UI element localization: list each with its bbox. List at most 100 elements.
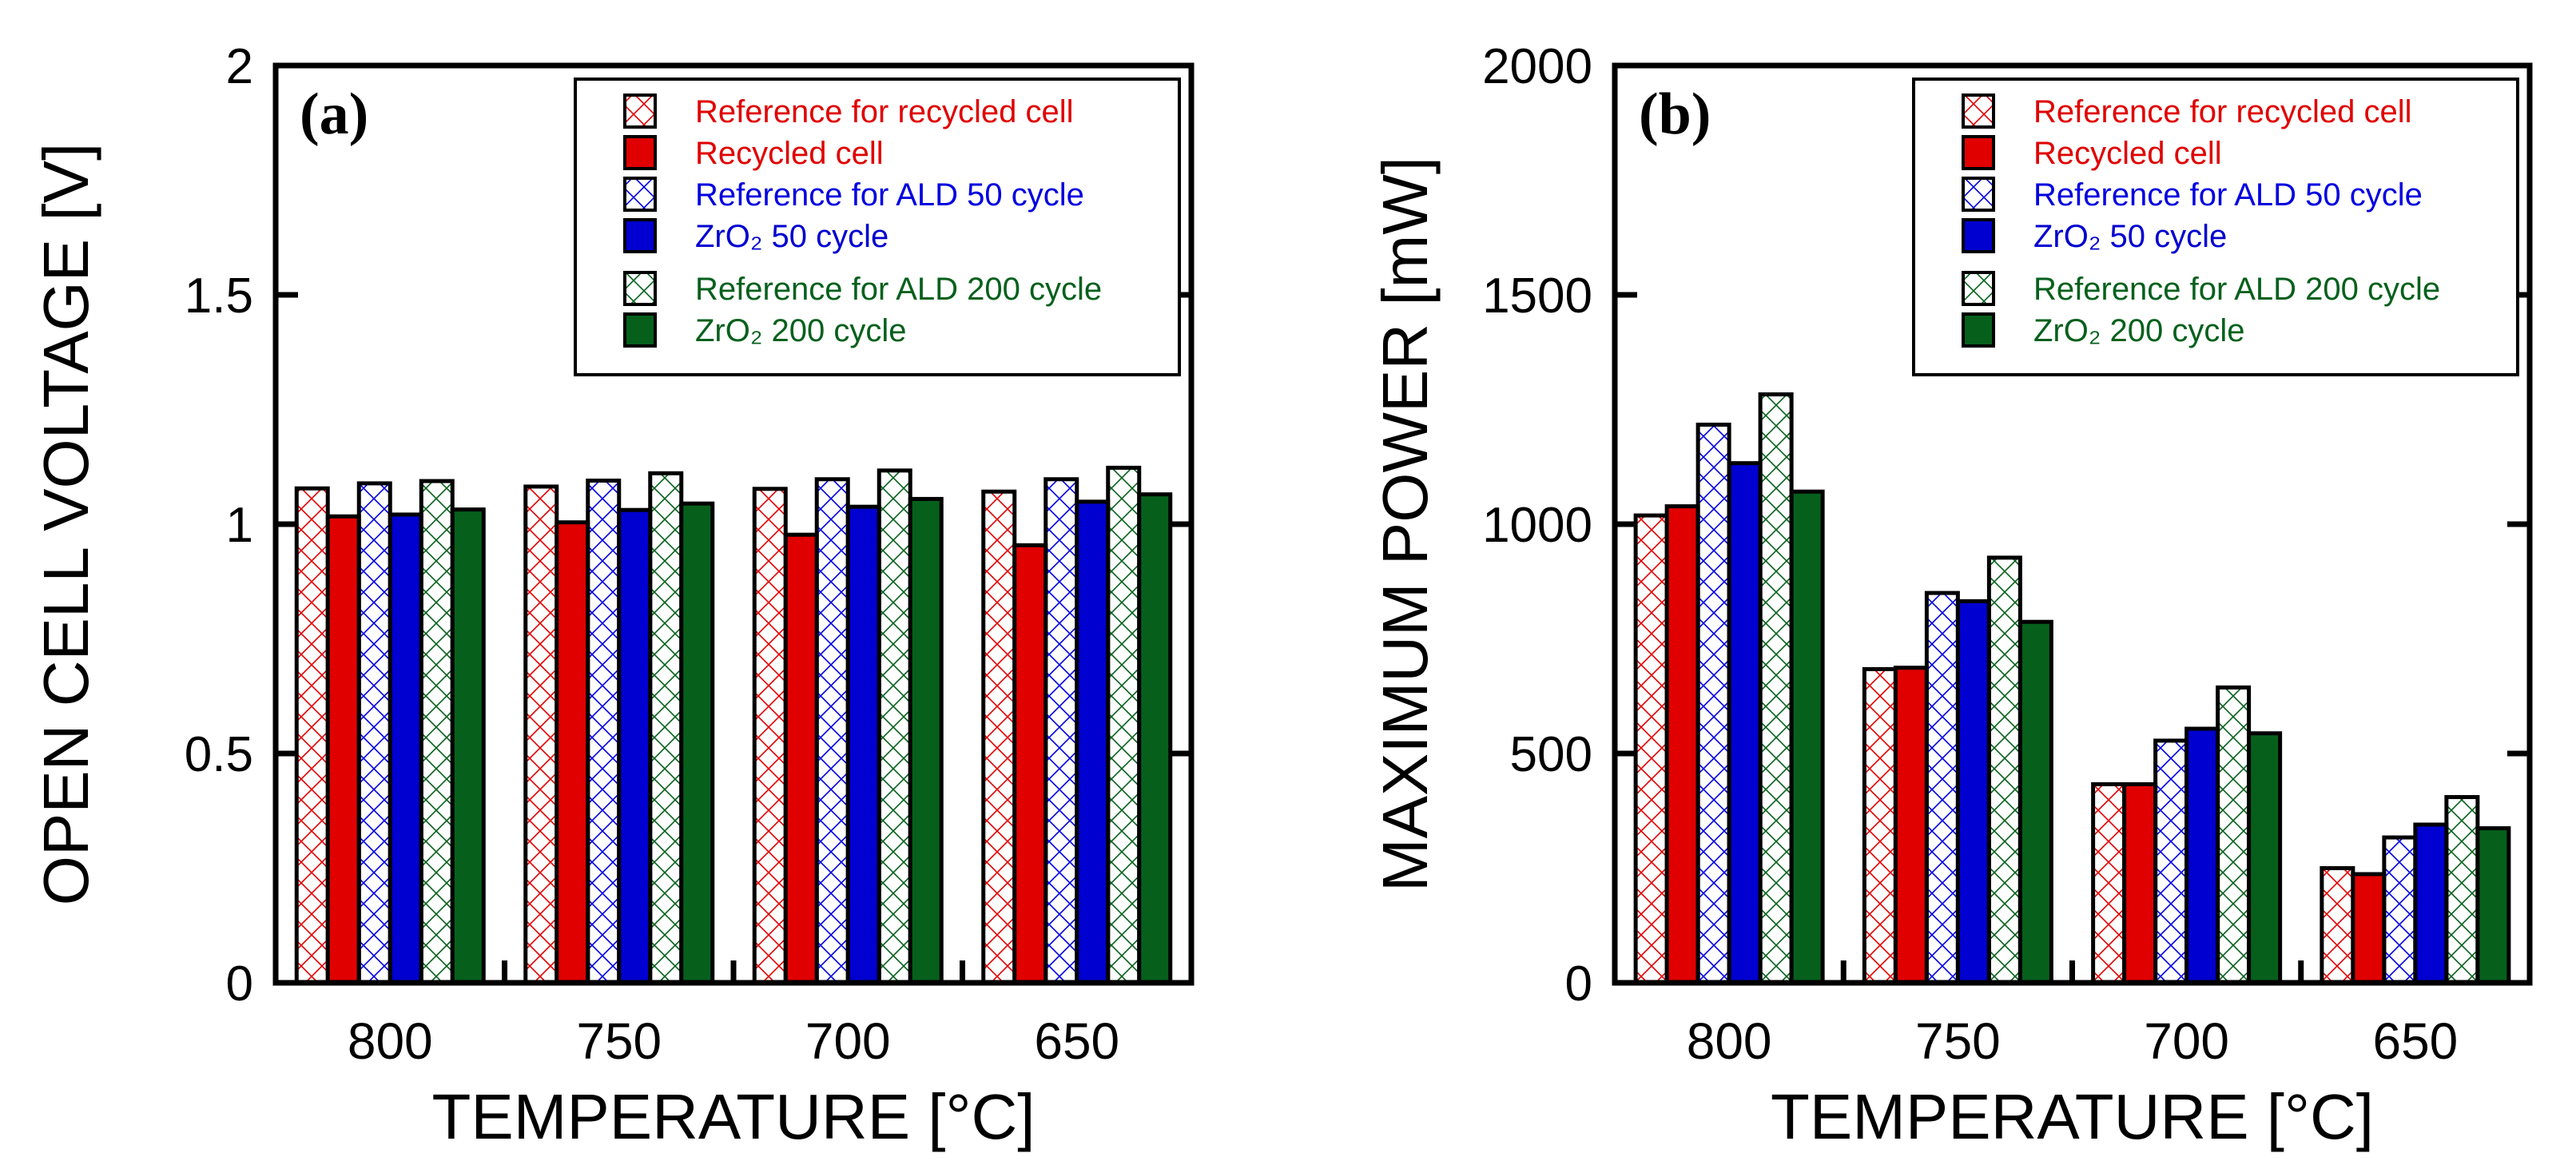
bar-650-series-0: [981, 489, 1017, 985]
x-axis-label: TEMPERATURE [°C]: [432, 1081, 1036, 1152]
y-tick-label: 1: [226, 498, 253, 553]
legend-swatch: [1962, 312, 1995, 348]
y-tick-label: 1000: [1482, 498, 1592, 553]
legend: Reference for recycled cell Recycled cell…: [574, 78, 1181, 376]
legend-swatch: [623, 271, 657, 306]
bar-800-series-2: [1695, 422, 1731, 985]
bar-700-series-1: [2122, 781, 2158, 985]
y-tick-label: 0: [1565, 956, 1592, 1012]
x-tick-label: 750: [1915, 1012, 2001, 1070]
bar-650-series-1: [1012, 543, 1048, 985]
legend: Reference for recycled cell Recycled cell…: [1912, 78, 2519, 376]
legend-swatch: [1962, 93, 1995, 129]
legend-label: ZrO₂ 50 cycle: [695, 219, 888, 254]
bar-800-series-3: [388, 512, 423, 985]
bar-750-series-5: [2017, 619, 2053, 985]
bar-800-series-4: [419, 479, 455, 985]
legend-label: Reference for recycled cell: [2033, 94, 2412, 129]
bar-650-series-5: [1137, 492, 1173, 985]
bar-650-series-1: [2351, 872, 2387, 985]
bar-650-series-2: [2382, 835, 2418, 985]
bar-650-series-3: [1075, 499, 1111, 985]
bar-650-series-4: [1106, 465, 1142, 985]
bar-650-series-2: [1044, 477, 1079, 985]
bar-650-series-5: [2475, 826, 2511, 985]
legend-label: Reference for ALD 200 cycle: [695, 272, 1102, 307]
legend-swatch: [1962, 218, 1995, 253]
bar-750-series-1: [555, 520, 590, 985]
chart-panel-a: 0 0.5 1 1.5 2 800 750 700 650 TEMPERATURE [°C] OPE…: [30, 39, 1195, 1152]
bar-700-series-5: [2247, 731, 2283, 985]
bar-700-series-3: [2184, 726, 2220, 985]
bar-800-series-5: [450, 507, 486, 985]
bar-700-series-4: [877, 468, 912, 985]
panel-label: (b): [1639, 82, 1711, 147]
legend-label: Reference for ALD 50 cycle: [2033, 177, 2423, 213]
panel-label: (a): [300, 82, 368, 147]
y-tick-label: 1.5: [185, 268, 253, 324]
bar-750-series-2: [586, 478, 622, 985]
legend-label: Reference for ALD 200 cycle: [2033, 272, 2440, 307]
legend-label: Reference for ALD 50 cycle: [695, 177, 1084, 213]
y-tick-label: 500: [1510, 727, 1592, 782]
legend-box: [574, 78, 1181, 376]
bar-750-series-1: [1893, 666, 1929, 985]
bar-800-series-2: [356, 481, 392, 985]
x-tick-label: 750: [576, 1012, 662, 1070]
legend-label: ZrO₂ 200 cycle: [2033, 313, 2245, 348]
bar-700-series-3: [845, 504, 881, 985]
bar-800-series-1: [1664, 504, 1700, 985]
legend-label: Recycled cell: [2033, 136, 2222, 171]
bar-700-series-4: [2216, 685, 2252, 985]
bar-800-series-0: [294, 486, 330, 985]
bar-700-series-2: [2153, 738, 2189, 985]
bar-700-series-0: [2091, 781, 2127, 985]
bar-750-series-2: [1924, 590, 1960, 985]
legend-box: [1912, 78, 2519, 376]
bar-800-series-0: [1633, 513, 1669, 985]
bar-800-series-3: [1727, 461, 1763, 985]
bar-750-series-3: [1955, 598, 1991, 985]
y-tick-label: 2000: [1482, 39, 1592, 94]
legend-swatch: [623, 312, 657, 348]
y-axis-label: MAXIMUM POWER [mW]: [1369, 157, 1441, 892]
bar-700-series-1: [783, 532, 819, 985]
bar-800-series-4: [1758, 392, 1794, 985]
bar-750-series-4: [1986, 555, 2022, 985]
legend-swatch: [623, 218, 657, 253]
x-tick-label: 800: [1687, 1012, 1772, 1070]
bar-800-series-5: [1789, 489, 1825, 985]
bar-700-series-5: [908, 496, 944, 985]
legend-label: Recycled cell: [695, 136, 884, 171]
y-tick-label: 2: [226, 39, 253, 94]
bar-650-series-3: [2413, 822, 2449, 985]
legend-swatch: [1962, 271, 1995, 306]
x-tick-label: 700: [2144, 1012, 2229, 1070]
x-tick-label: 800: [348, 1012, 433, 1070]
legend-swatch: [623, 93, 657, 129]
y-axis-label: OPEN CELL VOLTAGE [V]: [30, 143, 101, 905]
legend-label: ZrO₂ 200 cycle: [695, 313, 907, 348]
bar-700-series-0: [752, 487, 788, 985]
bar-750-series-0: [1862, 666, 1898, 985]
bar-750-series-4: [648, 471, 684, 985]
x-axis-label: TEMPERATURE [°C]: [1771, 1081, 2374, 1152]
bar-800-series-1: [325, 514, 361, 985]
legend-swatch: [623, 135, 657, 170]
y-tick-label: 1500: [1482, 268, 1592, 324]
y-tick-label: 0.5: [185, 727, 253, 782]
legend-swatch: [623, 177, 657, 212]
x-tick-label: 650: [1034, 1012, 1119, 1070]
legend-swatch: [1962, 135, 1995, 170]
bar-700-series-2: [814, 477, 850, 985]
chart-panel-b: 0 500 1000 1500 2000 800 750 700 650 TEMPERATURE …: [1369, 39, 2533, 1152]
x-tick-label: 650: [2372, 1012, 2458, 1070]
y-tick-label: 0: [226, 956, 253, 1012]
bar-750-series-3: [617, 507, 653, 985]
bar-750-series-5: [679, 501, 715, 985]
bar-650-series-4: [2444, 795, 2480, 985]
x-tick-label: 700: [805, 1012, 891, 1070]
bar-750-series-0: [523, 484, 559, 985]
bar-650-series-0: [2320, 866, 2355, 985]
